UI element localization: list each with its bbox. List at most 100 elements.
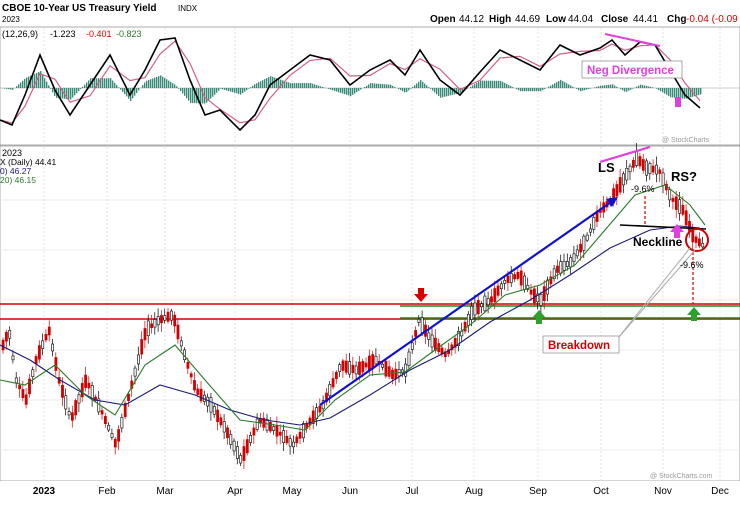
macd-hist-bar <box>492 81 493 88</box>
macd-hist-bar <box>382 84 383 88</box>
macd-hist-bar <box>228 88 229 91</box>
candle-body <box>289 439 291 446</box>
macd-hist-bar <box>412 87 413 88</box>
macd-hist-bar <box>560 80 561 88</box>
macd-panel: (12,26,9) -1.223 -0.401 -0.823 Neg Diver… <box>0 27 740 145</box>
candle-body <box>160 315 162 322</box>
candle-body <box>71 413 73 421</box>
macd-hist-bar <box>422 82 423 88</box>
macd-hist-bar <box>668 88 669 96</box>
macd-hist-bar <box>584 88 585 90</box>
macd-hist-bar <box>594 87 595 88</box>
macd-hist-bar <box>408 88 409 90</box>
macd-hist-bar <box>226 88 227 90</box>
macd-hist-bar <box>576 88 577 89</box>
candle-body <box>190 374 192 377</box>
candle-body <box>639 156 641 166</box>
candle-body <box>408 352 410 366</box>
macd-hist-bar <box>184 88 185 96</box>
candle-body <box>504 280 506 283</box>
candle-body <box>365 363 367 367</box>
macd-hist-bar <box>372 83 373 88</box>
macd-hist-bar <box>570 86 571 88</box>
macd-hist-bar <box>246 88 247 90</box>
candle-body <box>223 422 225 432</box>
macd-hist-bar <box>700 88 701 94</box>
candle-body <box>213 406 215 414</box>
macd-hist-bar <box>164 78 165 88</box>
macd-hist-bar <box>114 83 115 88</box>
candle-body <box>560 262 562 274</box>
macd-hist-bar <box>604 85 605 88</box>
x-tick-label: Jul <box>406 486 419 497</box>
macd-hist-bar <box>474 84 475 88</box>
candle-body <box>382 364 384 367</box>
macd-hist-bar <box>290 83 291 88</box>
candle-body <box>523 276 525 289</box>
candle-body <box>500 284 502 289</box>
candle-body <box>530 290 532 294</box>
candle-body <box>193 380 195 390</box>
macd-hist-bar <box>356 88 357 92</box>
candle-body <box>349 362 351 375</box>
x-tick-label: Sep <box>529 486 547 497</box>
macd-hist-bar <box>234 88 235 93</box>
candle-body <box>570 257 572 266</box>
candle-body <box>147 321 149 336</box>
candle-body <box>688 221 690 231</box>
macd-hist-bar <box>490 81 491 88</box>
candle-body <box>494 288 496 301</box>
macd-value-3: -0.823 <box>116 29 142 39</box>
macd-hist-bar <box>148 80 149 88</box>
macd-hist-bar <box>544 88 545 89</box>
macd-hist-bar <box>614 86 615 88</box>
macd-hist-bar <box>26 77 27 88</box>
macd-hist-bar <box>168 81 169 88</box>
candle-body <box>490 297 492 303</box>
candle-body <box>669 190 671 200</box>
candle-body <box>246 440 248 453</box>
candle-body <box>52 344 54 351</box>
macd-hist-bar <box>266 78 267 88</box>
macd-hist-bar <box>536 88 537 91</box>
macd-hist-bar <box>346 88 347 95</box>
ls-label: LS <box>598 160 615 175</box>
macd-hist-bar <box>542 88 543 90</box>
macd-hist-bar <box>254 84 255 88</box>
macd-hist-bar <box>388 85 389 88</box>
macd-hist-bar <box>500 81 501 88</box>
candle-body <box>655 165 657 174</box>
macd-hist-bar <box>16 86 17 88</box>
candle-body <box>2 340 4 350</box>
high-label: High <box>489 14 511 25</box>
macd-hist-bar <box>506 84 507 88</box>
candle-body <box>471 306 473 319</box>
macd-hist-bar <box>104 78 105 88</box>
macd-hist-bar <box>286 82 287 88</box>
macd-marker <box>675 97 681 107</box>
candle-body <box>78 395 80 403</box>
candle-body <box>151 324 153 328</box>
candle-body <box>91 385 93 398</box>
candle-body <box>467 314 469 325</box>
macd-hist-bar <box>674 88 675 98</box>
candle-body <box>474 303 476 315</box>
candle-body <box>566 261 568 266</box>
macd-hist-bar <box>230 88 231 92</box>
macd-hist-bar <box>296 83 297 88</box>
macd-hist-bar <box>470 87 471 88</box>
candle-body <box>104 416 106 423</box>
macd-hist-bar <box>420 80 421 88</box>
macd-hist-bar <box>532 88 533 91</box>
macd-hist-bar <box>106 78 107 88</box>
candle-body <box>35 356 37 363</box>
candle-body <box>253 428 255 435</box>
macd-hist-bar <box>572 87 573 88</box>
macd-hist-bar <box>494 81 495 88</box>
close-label: Close <box>601 14 629 25</box>
candle-body <box>583 236 585 250</box>
candle-body <box>9 330 11 338</box>
candle-body <box>484 296 486 311</box>
macd-hist-bar <box>76 88 77 93</box>
